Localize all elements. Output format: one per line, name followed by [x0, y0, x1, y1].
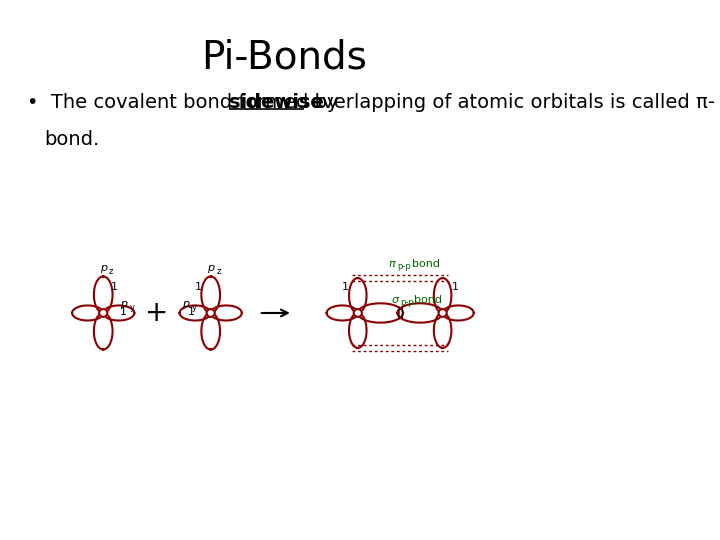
Text: bond.: bond.	[44, 130, 99, 150]
Polygon shape	[211, 306, 242, 321]
Polygon shape	[202, 276, 220, 313]
Text: 1: 1	[120, 307, 127, 317]
Polygon shape	[94, 313, 112, 349]
Text: Pi-Bonds: Pi-Bonds	[202, 39, 367, 77]
Text: p-p: p-p	[397, 262, 411, 271]
Text: 1: 1	[111, 282, 118, 292]
Polygon shape	[94, 276, 112, 313]
Text: ||: ||	[396, 307, 405, 320]
Text: p: p	[99, 262, 107, 273]
Polygon shape	[179, 306, 211, 321]
Text: 1: 1	[342, 282, 348, 292]
Text: p: p	[120, 299, 127, 309]
Text: 1: 1	[187, 307, 194, 317]
Text: z: z	[216, 267, 221, 276]
Polygon shape	[327, 306, 358, 321]
Polygon shape	[443, 306, 474, 321]
Circle shape	[438, 309, 446, 317]
Polygon shape	[434, 278, 451, 313]
Text: sidewise: sidewise	[230, 93, 324, 112]
Text: +: +	[145, 299, 168, 327]
Circle shape	[207, 309, 215, 317]
Polygon shape	[397, 303, 443, 322]
Text: bond: bond	[412, 259, 439, 268]
Polygon shape	[349, 278, 366, 313]
Text: •  The covalent bond formed by: • The covalent bond formed by	[27, 93, 345, 112]
Text: overlapping of atomic orbitals is called π-: overlapping of atomic orbitals is called…	[304, 93, 715, 112]
Circle shape	[99, 309, 107, 317]
Text: y: y	[192, 303, 197, 312]
Text: σ: σ	[392, 294, 399, 305]
Text: 1: 1	[451, 282, 459, 292]
Text: y: y	[130, 303, 135, 312]
Circle shape	[354, 309, 362, 317]
Polygon shape	[72, 306, 103, 321]
Polygon shape	[349, 313, 366, 348]
Polygon shape	[202, 313, 220, 349]
Text: π: π	[389, 259, 395, 268]
Text: p: p	[207, 262, 215, 273]
Text: bond: bond	[414, 294, 442, 305]
Text: z: z	[109, 267, 113, 276]
Polygon shape	[103, 306, 135, 321]
Text: p: p	[182, 299, 189, 309]
Polygon shape	[434, 313, 451, 348]
Polygon shape	[358, 303, 403, 322]
Text: 1: 1	[194, 282, 202, 292]
Text: p-p: p-p	[400, 298, 414, 307]
